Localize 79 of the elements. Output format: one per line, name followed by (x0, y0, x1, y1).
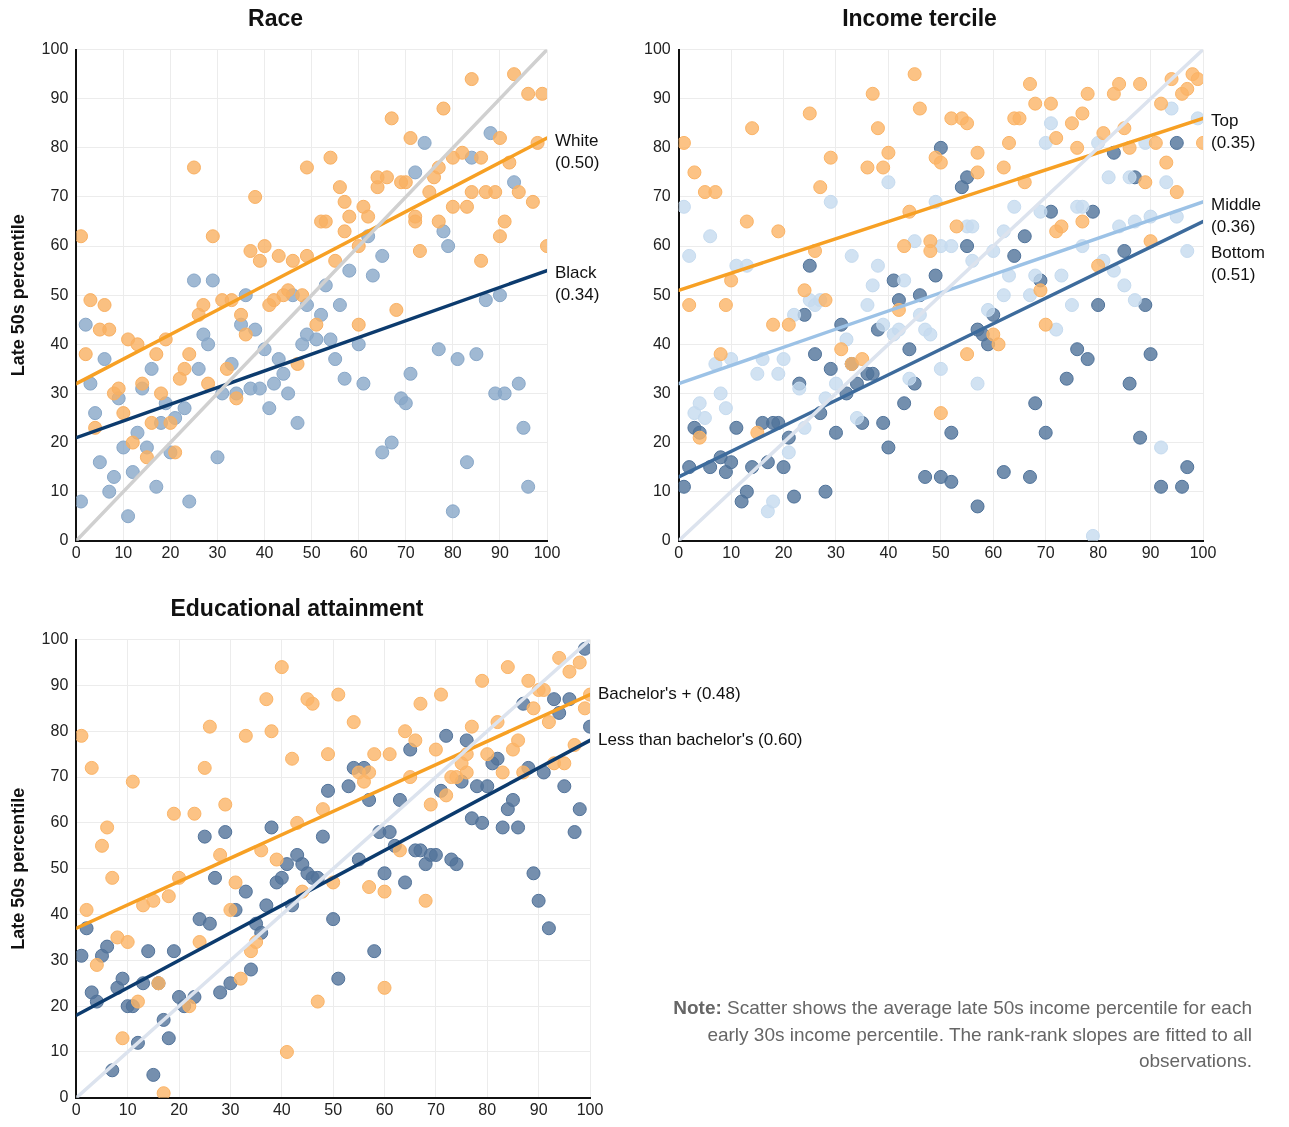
x-tick-label: 90 (1141, 543, 1160, 561)
series-label: Bottom (0.51) (1211, 242, 1265, 284)
y-tick-label: 0 (661, 531, 671, 549)
y-tick-label: 40 (50, 904, 69, 922)
y-tick-label: 20 (50, 432, 69, 450)
x-tick-label: 40 (255, 543, 274, 561)
y-tick-label: 60 (50, 813, 69, 831)
y-tick-label: 70 (652, 187, 671, 205)
y-tick-label: 20 (652, 432, 671, 450)
x-tick-label: 10 (118, 1100, 137, 1118)
series-label: Top (0.35) (1211, 111, 1256, 153)
series-label: Less than bachelor's (0.60) (598, 730, 803, 750)
y-tick-label: 30 (652, 383, 671, 401)
y-tick-label: 90 (50, 675, 69, 693)
x-tick-label: 0 (674, 543, 684, 561)
x-tick-label: 70 (1036, 543, 1055, 561)
y-tick-label: 100 (41, 630, 69, 648)
x-tick-label: 0 (71, 1100, 81, 1118)
x-tick-label: 50 (931, 543, 950, 561)
y-tick-label: 50 (50, 285, 69, 303)
series-label: Black (0.34) (555, 263, 600, 305)
x-tick-label: 90 (529, 1100, 548, 1118)
y-axis-title: Late 50s percentile (7, 214, 28, 377)
chart-title: Income tercile (842, 5, 997, 32)
chart-title: Race (248, 5, 303, 32)
x-tick-label: 30 (208, 543, 227, 561)
series-label: Middle (0.36) (1211, 194, 1262, 236)
text: Note: Scatter shows the average late 50s income percentile for each early 30s income percentile. The rank-rank slopes are fitted to all observations. (672, 996, 1252, 1074)
x-tick-label: 20 (161, 543, 180, 561)
y-tick-label: 90 (50, 89, 69, 107)
series-label: White (0.50) (555, 130, 600, 172)
x-tick-label: 50 (302, 543, 321, 561)
x-tick-label: 100 (576, 1100, 604, 1118)
x-tick-label: 80 (478, 1100, 497, 1118)
x-tick-label: 80 (1089, 543, 1108, 561)
y-tick-label: 0 (59, 531, 69, 549)
y-tick-label: 60 (652, 236, 671, 254)
x-tick-label: 20 (774, 543, 793, 561)
x-tick-label: 20 (170, 1100, 189, 1118)
x-tick-label: 40 (272, 1100, 291, 1118)
x-tick-label: 100 (533, 543, 561, 561)
x-tick-label: 0 (71, 543, 81, 561)
x-tick-label: 70 (396, 543, 415, 561)
x-tick-label: 70 (426, 1100, 445, 1118)
x-tick-label: 30 (827, 543, 845, 561)
y-tick-label: 40 (652, 334, 671, 352)
x-tick-label: 60 (375, 1100, 394, 1118)
y-tick-label: 30 (50, 950, 69, 968)
y-tick-label: 80 (652, 138, 671, 156)
y-axis-title: Late 50s percentile (7, 787, 28, 950)
x-tick-label: 60 (984, 543, 1003, 561)
x-tick-label: 100 (1189, 543, 1217, 561)
y-tick-label: 100 (643, 40, 671, 58)
x-tick-label: 10 (722, 543, 741, 561)
series-label: Bachelor's + (0.48) (598, 684, 741, 704)
x-tick-label: 40 (879, 543, 898, 561)
y-tick-label: 100 (41, 40, 69, 58)
x-tick-label: 50 (324, 1100, 343, 1118)
y-tick-label: 30 (50, 383, 69, 401)
y-tick-label: 20 (50, 996, 69, 1014)
y-tick-label: 80 (50, 138, 69, 156)
x-tick-label: 90 (491, 543, 509, 561)
y-tick-label: 10 (652, 482, 671, 500)
y-tick-label: 70 (50, 767, 69, 785)
x-tick-label: 10 (114, 543, 133, 561)
y-tick-label: 80 (50, 721, 69, 739)
y-tick-label: 60 (50, 236, 69, 254)
y-tick-label: 50 (50, 859, 69, 877)
x-tick-label: 60 (349, 543, 368, 561)
y-tick-label: 40 (50, 334, 69, 352)
y-tick-label: 90 (652, 89, 671, 107)
y-tick-label: 10 (50, 1042, 69, 1060)
x-tick-label: 30 (221, 1100, 240, 1118)
y-tick-label: 0 (59, 1088, 69, 1106)
y-tick-label: 70 (50, 187, 69, 205)
y-tick-label: 50 (652, 285, 671, 303)
x-tick-label: 80 (443, 543, 462, 561)
y-tick-label: 10 (50, 482, 69, 500)
chart-title: Educational attainment (170, 595, 424, 622)
